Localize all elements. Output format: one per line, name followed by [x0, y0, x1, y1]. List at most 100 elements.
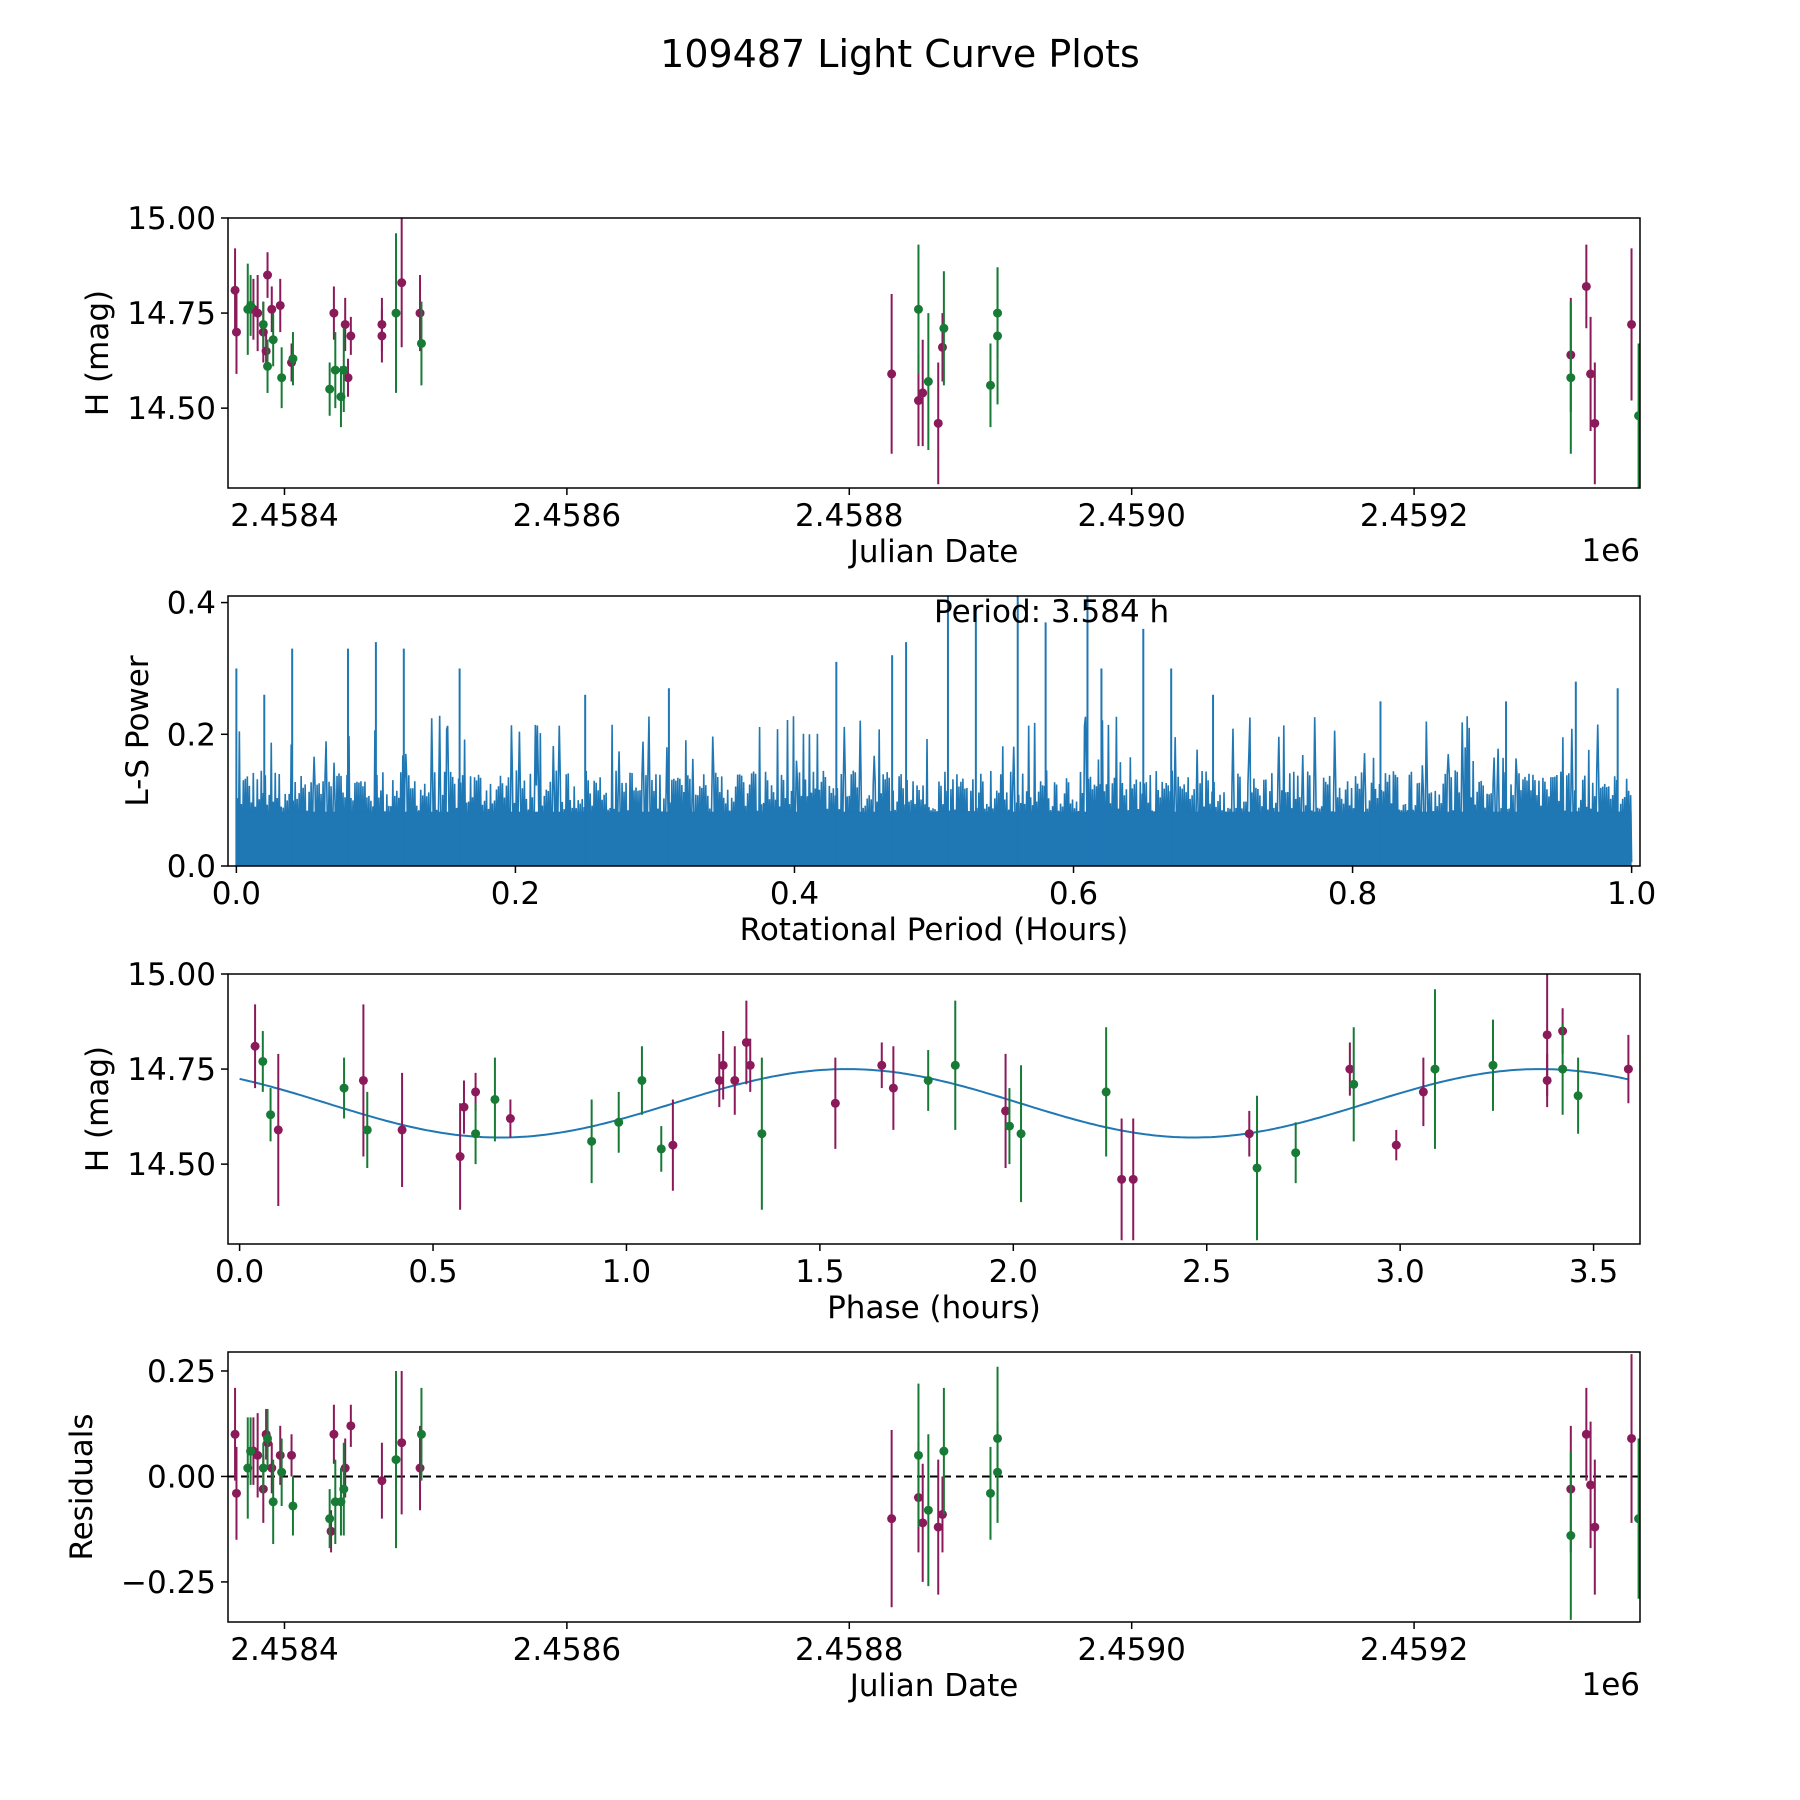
data-point	[273, 1125, 283, 1135]
x-tick-label: 0.8	[1328, 876, 1377, 912]
data-point	[1101, 1087, 1111, 1097]
data-point	[745, 1060, 755, 1070]
data-point	[1590, 1522, 1600, 1532]
data-point	[358, 1075, 368, 1085]
data-layer	[230, 218, 1640, 488]
lightcurve-x-ticks: 2.4584 2.4586 2.4588 2.4590 2.4592	[230, 488, 1468, 534]
periodogram-panel: 0.0 0.2 0.4 0.6 0.8 1.0 0.0 0.2 0.4 Period: 3.5…	[120, 586, 1656, 948]
data-point	[416, 338, 426, 348]
data-point	[275, 300, 285, 310]
y-tick-label: 0.00	[147, 1459, 216, 1495]
y-tick-label: 14.75	[127, 296, 216, 332]
periodogram-plot-area	[235, 596, 1633, 866]
data-point	[1016, 1129, 1026, 1139]
x-tick-label: 2.4584	[230, 498, 338, 534]
data-point	[985, 1488, 995, 1498]
phased-plot-area	[239, 974, 1633, 1241]
data-point	[330, 365, 340, 375]
data-point	[587, 1136, 597, 1146]
data-point	[346, 1421, 356, 1431]
x-tick-label: 0.4	[770, 876, 819, 912]
data-point	[258, 1056, 268, 1066]
data-point	[1566, 373, 1576, 383]
data-point	[939, 1446, 949, 1456]
data-point	[246, 300, 256, 310]
data-point	[939, 323, 949, 333]
data-point	[1566, 1531, 1576, 1541]
y-tick-label: 14.75	[127, 1052, 216, 1088]
data-point	[268, 1497, 278, 1507]
data-point	[933, 1522, 943, 1532]
data-point	[471, 1087, 481, 1097]
data-point	[1391, 1140, 1401, 1150]
data-point	[668, 1140, 678, 1150]
data-point	[1430, 1064, 1440, 1074]
data-point	[397, 1438, 407, 1448]
x-tick-label: 3.5	[1569, 1254, 1618, 1290]
data-point	[1542, 1075, 1552, 1085]
periodogram-dense-band	[236, 811, 1632, 866]
data-point	[1590, 418, 1600, 428]
data-point	[275, 1450, 285, 1460]
residuals-xlabel: Julian Date	[848, 1668, 1019, 1704]
data-point	[397, 1125, 407, 1135]
x-tick-label: 1.0	[602, 1254, 651, 1290]
data-point	[377, 331, 387, 341]
data-point	[993, 1467, 1003, 1477]
data-point	[268, 335, 278, 345]
data-point	[656, 1144, 666, 1154]
phased-frame	[227, 973, 1641, 1245]
data-point	[714, 1075, 724, 1085]
x-tick-label: 2.5	[1182, 1254, 1231, 1290]
data-point	[416, 1429, 426, 1439]
y-tick-label: 15.00	[127, 201, 216, 237]
phased-x-ticks: 0.0 0.5 1.0 1.5 2.0 2.5 3.0 3.5	[215, 1244, 1618, 1290]
data-point	[346, 331, 356, 341]
data-point	[1634, 1514, 1640, 1524]
residuals-plot-area	[228, 1354, 1640, 1620]
residuals-y-ticks: 0.25 0.00 −0.25	[121, 1354, 228, 1601]
data-point	[263, 1433, 273, 1443]
data-point	[377, 1476, 387, 1486]
x-tick-label: 2.4590	[1077, 1632, 1185, 1668]
data-point	[918, 388, 928, 398]
lightcurve-xlabel: Julian Date	[848, 534, 1019, 570]
x-tick-label: 1.5	[795, 1254, 844, 1290]
data-point	[1488, 1060, 1498, 1070]
data-point	[887, 369, 897, 379]
lightcurve-y-ticks: 14.50 14.75 15.00	[127, 201, 228, 427]
data-point	[329, 308, 339, 318]
lightcurve-frame	[227, 217, 1641, 489]
y-tick-label: 14.50	[127, 1147, 216, 1183]
data-point	[1117, 1174, 1127, 1184]
residuals-panel: 2.4584 2.4586 2.4588 2.4590 2.4592 0.25 0.00 −…	[64, 1351, 1641, 1704]
lightcurve-plot-area	[230, 218, 1640, 488]
data-point	[231, 327, 241, 337]
data-point	[614, 1117, 624, 1127]
data-point	[1252, 1163, 1262, 1173]
phased-y-ticks: 14.50 14.75 15.00	[127, 957, 228, 1183]
data-point	[253, 1450, 263, 1460]
data-point	[923, 1505, 933, 1515]
x-tick-label: 2.4588	[795, 498, 903, 534]
data-point	[231, 1488, 241, 1498]
data-point	[329, 1429, 339, 1439]
residuals-ylabel: Residuals	[64, 1413, 100, 1560]
data-point	[343, 373, 353, 383]
series-band-1	[230, 218, 1637, 485]
data-point	[1345, 1064, 1355, 1074]
x-tick-label: 0.0	[212, 876, 261, 912]
y-tick-label: 0.25	[147, 1354, 216, 1390]
data-point	[339, 365, 349, 375]
data-point	[1627, 1433, 1637, 1443]
data-point	[325, 1514, 335, 1524]
x-tick-label: 1.0	[1607, 876, 1656, 912]
data-point	[267, 1463, 277, 1473]
data-point	[993, 308, 1003, 318]
data-point	[1573, 1091, 1583, 1101]
data-point	[505, 1114, 515, 1124]
data-point	[1001, 1106, 1011, 1116]
data-point	[263, 270, 273, 280]
data-point	[913, 304, 923, 314]
data-point	[1627, 319, 1637, 329]
